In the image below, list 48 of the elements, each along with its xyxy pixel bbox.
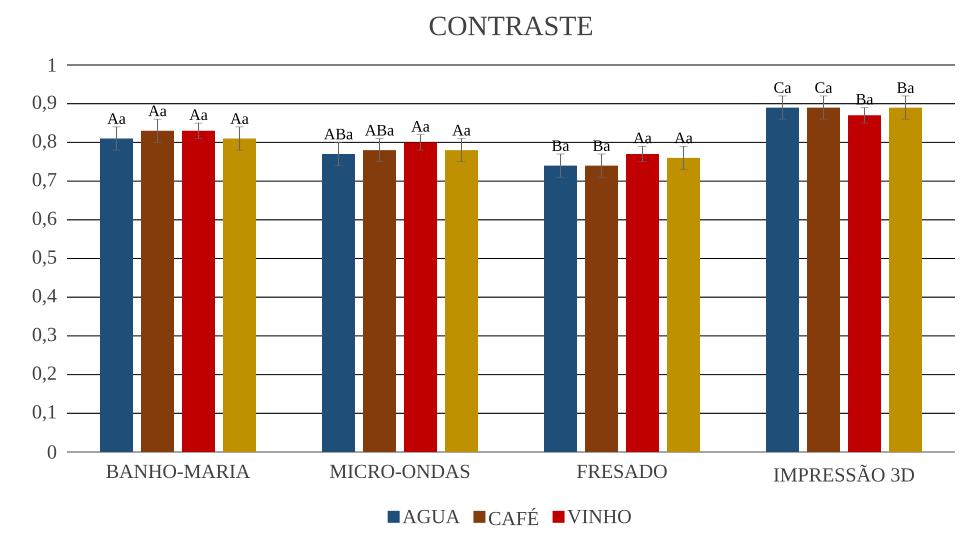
data-label: Ba [552, 140, 570, 152]
bar [182, 130, 216, 452]
data-label: Ca [815, 82, 832, 94]
data-label: Ba [593, 140, 610, 152]
bar [667, 158, 700, 452]
y-tick-label: 0,9 [32, 96, 56, 112]
data-label: Aa [452, 124, 471, 136]
bar [363, 150, 396, 452]
data-label: Aa [230, 113, 249, 124]
bar [889, 108, 922, 452]
y-tick-label: 0,7 [32, 172, 56, 190]
data-label: Aa [107, 113, 126, 124]
data-label: Aa [148, 106, 167, 116]
bar [544, 166, 578, 452]
y-tick-label: 0 [48, 445, 56, 459]
x-tick-label: FRESADO [577, 464, 667, 478]
bar [322, 154, 356, 452]
bar [223, 138, 256, 452]
data-label: ABa [364, 124, 394, 136]
data-label: Ca [774, 82, 792, 94]
legend-label: CAFÉ [488, 508, 538, 526]
data-label: Aa [411, 121, 430, 132]
y-tick-label: 0,4 [32, 289, 57, 306]
data-label: ABa [324, 128, 353, 140]
y-tick-label: 0,6 [32, 212, 56, 228]
y-tick-label: 0,2 [32, 366, 56, 383]
x-tick-label: MICRO-ONDAS [330, 464, 470, 478]
y-tick-label: 0,5 [32, 250, 56, 267]
y-tick-label: 0,3 [32, 328, 56, 344]
legend-label: AGUA [402, 510, 460, 524]
bar [807, 108, 840, 452]
bar [766, 108, 800, 452]
bar [626, 154, 660, 452]
bar [404, 142, 438, 452]
data-label: Ba [897, 82, 914, 94]
bar [445, 150, 478, 452]
legend-label: VINHO [567, 510, 631, 524]
bar [100, 138, 134, 452]
chart-title: CONTRASTE [430, 16, 592, 36]
y-tick-label: 1 [48, 58, 56, 72]
y-tick-label: 0,8 [32, 134, 56, 151]
y-tick-label: 0,1 [32, 405, 56, 422]
bar [585, 166, 618, 452]
x-tick-label: BANHO-MARIA [106, 464, 250, 478]
bar [141, 130, 174, 452]
data-label: Aa [189, 109, 208, 120]
bar [848, 115, 882, 452]
x-tick-label: IMPRESSÃO 3D [774, 464, 914, 482]
